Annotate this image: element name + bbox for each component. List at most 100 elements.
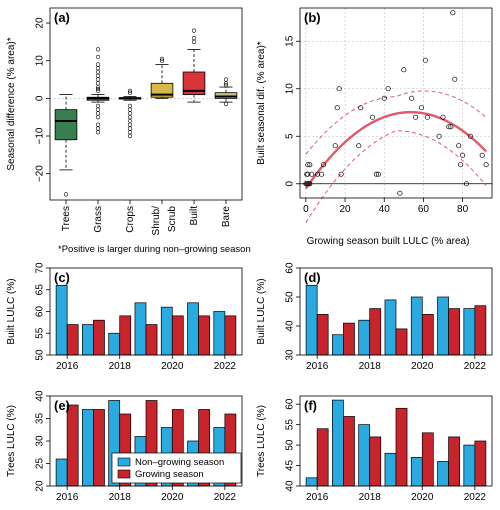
- bar-non-growing: [55, 285, 68, 356]
- bar-non-growing: [384, 299, 397, 356]
- plot-frame: [299, 7, 493, 199]
- y-axis-label: Built seasonal dif. (% area)*: [256, 41, 267, 165]
- bar-non-growing: [358, 319, 371, 356]
- ci-lower-line: [305, 130, 487, 223]
- bar-non-growing: [410, 296, 423, 356]
- x-tick-label: Scrub: [167, 206, 178, 233]
- panel-label: (b): [304, 10, 321, 25]
- outlier-point: [95, 54, 101, 60]
- panel-e: 2016 2018 2020 2022 (e) 20 25 30 35 40 Trees LULC …: [6, 390, 243, 503]
- outlier-point: [127, 118, 133, 124]
- x-tick-label: 2016: [306, 361, 329, 372]
- y-tick-label: 60: [35, 306, 46, 318]
- scatter-point: [334, 105, 340, 111]
- bar-non-growing: [82, 409, 94, 487]
- box: [182, 71, 206, 95]
- footnote: *Positive is larger during non–growing s…: [58, 244, 251, 255]
- outlier-point: [95, 88, 101, 93]
- fit-line: [304, 110, 487, 190]
- scatter-point: [440, 114, 446, 120]
- bar-non-growing: [463, 444, 476, 487]
- outlier-point: [127, 115, 133, 120]
- x-axis-label: Growing season built LULC (% area): [307, 236, 470, 247]
- outlier-point: [127, 107, 133, 112]
- outlier-point: [223, 101, 229, 107]
- y-tick-label: −10: [35, 127, 46, 144]
- scatter-point: [332, 143, 338, 149]
- bar-non-growing: [384, 452, 397, 487]
- x-tick-label: 2016: [56, 361, 79, 372]
- outlier-point: [127, 88, 133, 93]
- scatter-point: [422, 57, 428, 63]
- outlier-point: [95, 111, 101, 116]
- legend-label: Non–growing season: [135, 457, 224, 468]
- panel-label: (e): [54, 398, 70, 413]
- box: [54, 109, 78, 141]
- bar-non-growing: [55, 458, 68, 487]
- bar-growing: [421, 432, 434, 487]
- bar-non-growing: [332, 399, 344, 487]
- legend-swatch: [117, 457, 131, 467]
- bar-growing: [395, 407, 408, 487]
- outlier-point: [95, 107, 101, 112]
- x-tick-label: 40: [379, 204, 391, 215]
- x-tick-label: 2018: [109, 492, 132, 503]
- scatter-point: [413, 114, 419, 120]
- scatter-point: [463, 181, 470, 187]
- outlier-point: [95, 126, 101, 131]
- y-tick-label: 60: [285, 398, 296, 410]
- outlier-point: [159, 56, 165, 61]
- x-tick-label: Bare: [221, 206, 232, 228]
- y-tick-label: 60: [285, 262, 296, 274]
- panel-label: (a): [54, 10, 70, 25]
- bar-non-growing: [82, 324, 94, 356]
- y-axis-label: Trees LULC (%): [256, 405, 267, 477]
- bar-growing: [145, 324, 158, 356]
- y-tick-label: −20: [35, 165, 46, 182]
- scatter-point: [446, 124, 452, 130]
- scatter-point: [320, 162, 327, 168]
- panel-f: 2016 2018 2020 2022 (f) 40 45 50 55 60 Trees LULC …: [256, 395, 493, 503]
- scatter-point: [401, 67, 407, 73]
- bar-non-growing: [410, 457, 423, 487]
- panel-label: (c): [54, 270, 70, 285]
- scatter-point: [309, 171, 315, 177]
- scatter-point: [483, 162, 489, 168]
- bar-growing: [395, 328, 408, 356]
- scatter-point: [307, 162, 313, 168]
- bar-growing: [343, 322, 355, 356]
- scatter-point: [307, 181, 313, 187]
- scatter-point: [356, 143, 362, 149]
- y-tick-label: 10: [35, 55, 46, 67]
- y-tick-label: 25: [35, 458, 46, 470]
- x-tick-label: Grass: [93, 206, 104, 233]
- bar-non-growing: [305, 477, 318, 487]
- y-tick-label: 40: [285, 480, 296, 492]
- outlier-point: [191, 36, 197, 41]
- scatter-point: [456, 143, 462, 149]
- outlier-point: [223, 83, 229, 88]
- outlier-point: [127, 111, 133, 116]
- outlier-point: [95, 81, 101, 86]
- scatter-point: [460, 152, 466, 158]
- scatter-point: [381, 95, 387, 101]
- x-tick-label: 2022: [464, 492, 487, 503]
- x-tick-label: 0: [303, 204, 309, 215]
- scatter-point: [319, 171, 325, 177]
- y-tick-label: 0: [35, 95, 46, 101]
- panel-b: 0 20 40 60 80 (b) 0 5 10 15 Built seasonal dif. (%…: [256, 7, 493, 247]
- outlier-point: [159, 58, 165, 63]
- x-tick-label: Trees: [61, 206, 72, 231]
- bar-growing: [316, 428, 329, 487]
- x-tick-label: Crops: [125, 206, 136, 233]
- scatter-point: [397, 190, 403, 196]
- bar-growing: [474, 440, 487, 487]
- bar-growing: [171, 315, 184, 356]
- scatter-point: [436, 133, 442, 139]
- x-tick-label: 2018: [109, 361, 132, 372]
- y-tick-label: 70: [35, 262, 46, 274]
- x-tick-label: Built: [189, 206, 200, 226]
- x-tick-label: 20: [339, 204, 351, 215]
- y-tick-label: 30: [35, 435, 46, 447]
